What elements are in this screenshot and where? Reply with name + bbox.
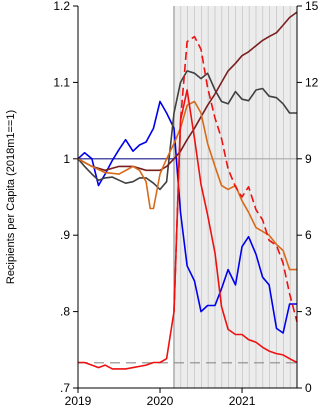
- left-axis-ticks: .7 .8 .9 1 1.1 1.2: [53, 0, 78, 395]
- left-tick-label: .8: [60, 305, 70, 319]
- reference-lines: [78, 158, 297, 364]
- plot-area: [77, 6, 298, 388]
- left-tick-label: .9: [60, 228, 70, 242]
- right-tick-label: 0: [305, 381, 312, 395]
- left-tick-label: 1.1: [53, 75, 70, 89]
- left-tick-label: 1.2: [53, 0, 70, 13]
- right-axis-ticks: 0 3 6 9 12 15: [297, 0, 319, 395]
- x-tick-label: 2019: [65, 394, 92, 408]
- series-group: [77, 11, 298, 370]
- right-tick-label: 15: [305, 0, 319, 13]
- series-line-6: [173, 35, 298, 323]
- left-tick-label: .7: [60, 381, 70, 395]
- left-tick-label: 1: [63, 152, 70, 166]
- y-axis-title: Recipients per Capita (2018m1==1): [5, 110, 17, 284]
- x-tick-label: 2021: [229, 394, 256, 408]
- series-line-1: [77, 100, 297, 334]
- right-tick-label: 12: [305, 75, 319, 89]
- x-axis-ticks: 2019 2020 2021: [65, 388, 256, 408]
- series-line-4: [77, 100, 297, 271]
- right-tick-label: 6: [305, 228, 312, 242]
- axes: .7 .8 .9 1 1.1 1.2 0 3 6 9 12 15 2019 2020 2021: [53, 0, 318, 408]
- series-line-3: [77, 11, 298, 172]
- right-tick-label: 9: [305, 152, 312, 166]
- right-tick-label: 3: [305, 305, 312, 319]
- series-line-5: [78, 89, 298, 370]
- x-tick-label: 2020: [147, 394, 174, 408]
- series-line-2: [77, 70, 297, 191]
